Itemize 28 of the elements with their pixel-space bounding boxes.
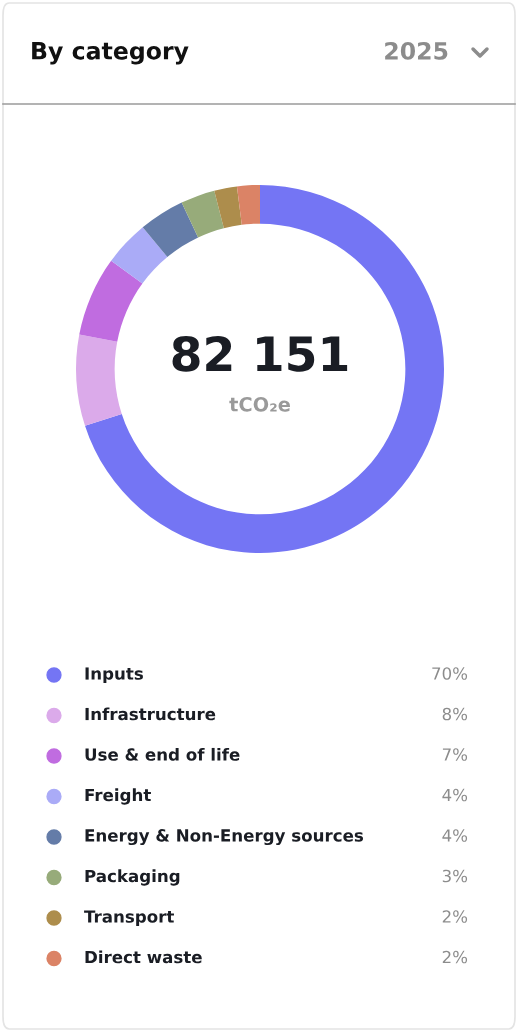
legend-label: Direct waste — [85, 950, 202, 964]
chart-title: By category — [32, 42, 189, 65]
legend-label: Infrastructure — [85, 707, 216, 721]
donut-slice — [236, 185, 260, 225]
legend-label: Transport — [84, 910, 174, 927]
donut-slice — [214, 186, 242, 229]
data-label: 4% — [442, 788, 468, 802]
donut-slice — [76, 334, 122, 426]
data-label: 8% — [442, 707, 468, 721]
donut-slice — [111, 227, 168, 284]
donut-slice — [142, 202, 199, 257]
data-label: 3% — [442, 869, 468, 883]
legend-label: Packaging — [85, 869, 180, 886]
donut-slice — [79, 260, 143, 342]
donut-slice — [85, 185, 444, 553]
data-label: 70% — [432, 667, 468, 680]
data-label: 7% — [442, 748, 468, 761]
text: 2025 — [385, 41, 448, 60]
donut-slice — [181, 190, 224, 238]
data-label: 4% — [442, 829, 468, 842]
legend-label: Energy & Non-Energy sources — [85, 829, 364, 846]
text: tCO₂e — [229, 396, 290, 412]
legend-label: Inputs — [85, 667, 143, 684]
legend-label: Use & end of life — [85, 747, 240, 761]
data-label: 2% — [442, 950, 468, 964]
text: 82 151 — [172, 335, 348, 372]
legend-label: Freight — [85, 788, 151, 805]
data-label: 2% — [442, 910, 468, 923]
